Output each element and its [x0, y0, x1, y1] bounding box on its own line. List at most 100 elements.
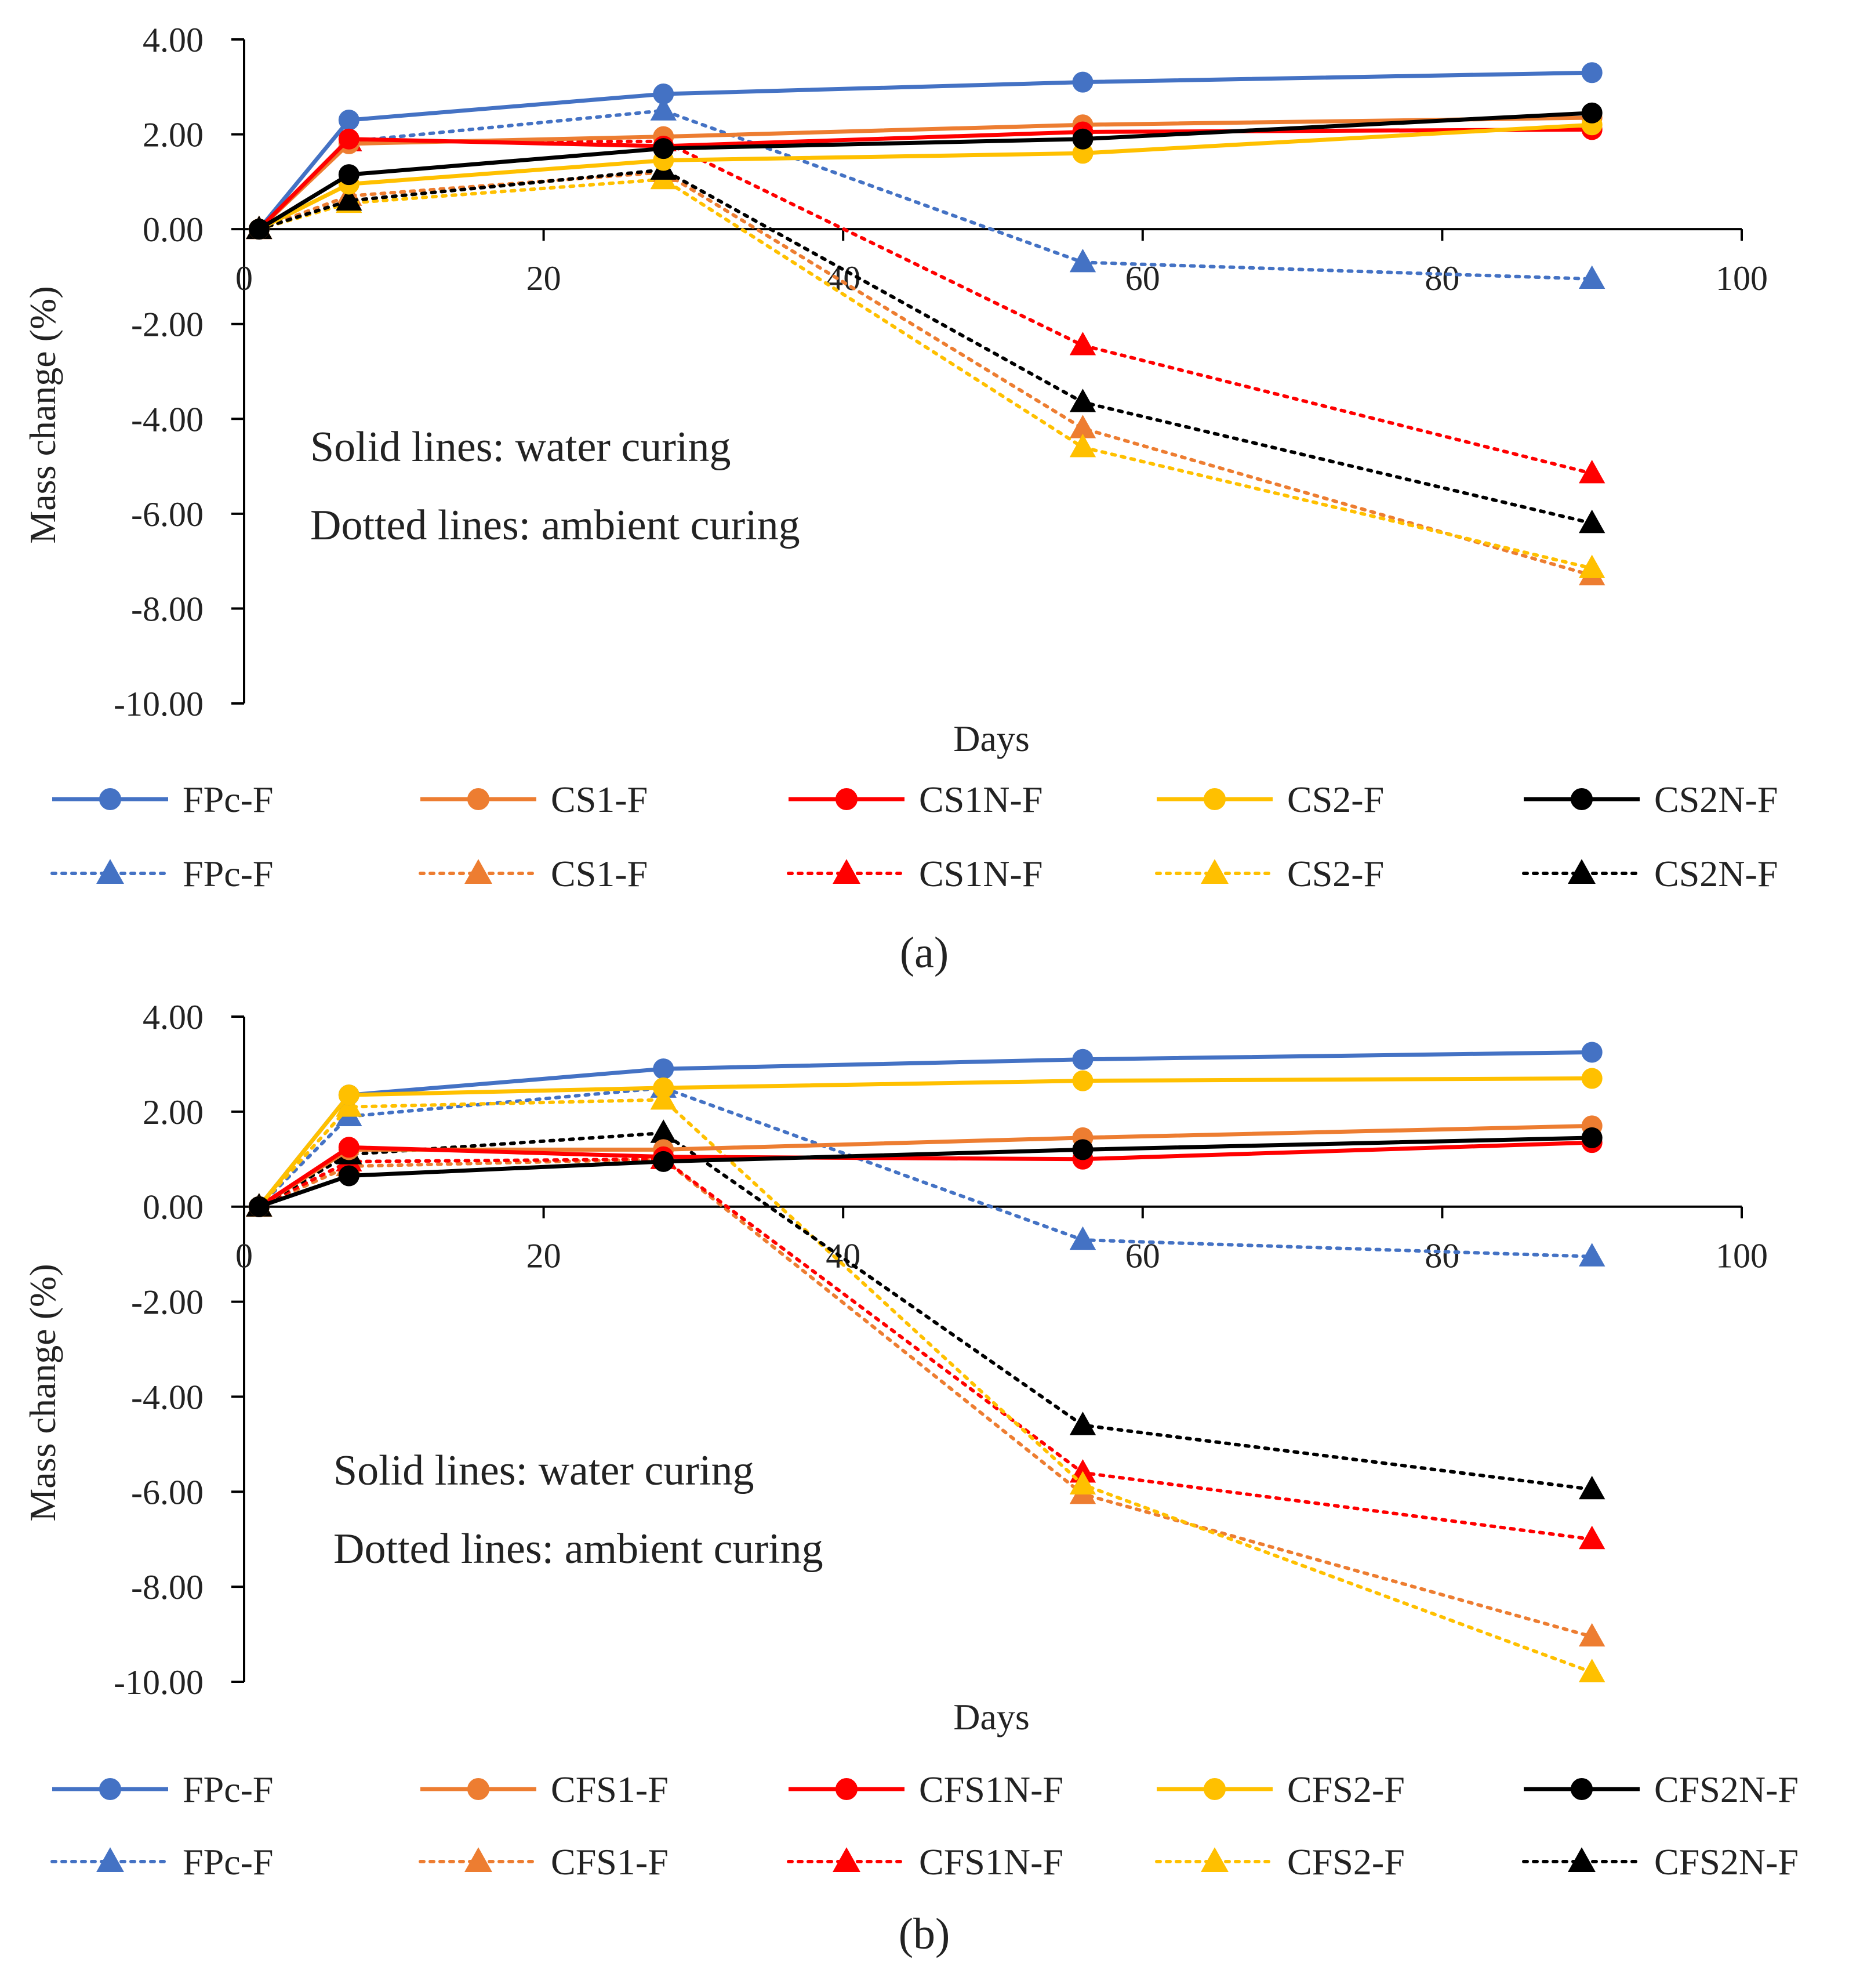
legend-cfs1n-f-water-marker — [835, 1778, 858, 1800]
legend-cfs1n-f-ambient-label: CFS1N-F — [919, 1841, 1063, 1882]
y-tick-label: -8.00 — [131, 590, 204, 628]
x-tick-label: 80 — [1425, 259, 1459, 298]
x-tick-label: 20 — [526, 259, 561, 298]
legend-cs1-f-ambient-label: CS1-F — [551, 853, 648, 894]
legend-cs1n-f-ambient-label: CS1N-F — [919, 853, 1042, 894]
legend-fpc-f-water-marker — [99, 1778, 121, 1800]
series-fpc-f-ambient-marker — [1579, 265, 1605, 289]
series-cs2n-f-water-marker — [338, 164, 359, 186]
legend-cs2-f-ambient-marker — [1201, 859, 1229, 884]
y-tick-label: 0.00 — [143, 211, 204, 249]
series-fpc-f-water-marker — [1581, 62, 1603, 84]
x-tick-label: 40 — [826, 259, 860, 298]
series-cfs1-f-ambient-marker — [1579, 1623, 1605, 1647]
legend-cfs2-f-ambient-marker — [1201, 1847, 1229, 1872]
annotation-text: Dotted lines: ambient curing — [333, 1525, 823, 1573]
chart-panel-b: 4.00 2.00 0.00 -2.00 -4.00 -6.00 -8.00 -10.00 0 2… — [22, 998, 1799, 1958]
y-tick-label: -2.00 — [131, 1283, 204, 1322]
series-cfs2n-f-water-marker — [653, 1151, 674, 1172]
legend-cs1n-f-ambient-marker — [833, 859, 860, 884]
series-cs2-f-ambient-marker — [1579, 554, 1605, 578]
x-tick-label: 100 — [1716, 259, 1768, 298]
legend-cs2-f-water-marker — [1204, 788, 1226, 810]
series-fpc-f-ambient-marker — [1579, 1243, 1605, 1267]
x-axis-title: Days — [953, 718, 1030, 759]
series-fpc-f-water-marker — [653, 1058, 674, 1080]
series-cfs2-f-ambient-marker — [1069, 1471, 1096, 1495]
legend-cs2n-f-ambient-label: CS2N-F — [1654, 853, 1778, 894]
series-cfs2-f-water-marker — [653, 1077, 674, 1098]
legend-cs2n-f-water-label: CS2N-F — [1654, 779, 1778, 820]
series-fpc-f-water-marker — [1072, 1049, 1094, 1070]
x-tick-label: 100 — [1716, 1237, 1768, 1275]
legend-cs1-f-ambient-marker — [464, 859, 492, 884]
series-cs1n-f-ambient-marker — [1069, 332, 1096, 355]
series-fpc-f-ambient-marker — [1069, 1226, 1096, 1250]
x-tick-label: 0 — [235, 1237, 253, 1275]
series-cs1n-f-ambient-marker — [1579, 459, 1605, 484]
series-fpc-f-ambient-marker — [650, 97, 677, 121]
legend-cfs1n-f-ambient-marker — [833, 1847, 860, 1872]
series-fpc-f-water-marker — [653, 84, 674, 105]
series-cfs2n-f-ambient-marker — [1579, 1475, 1605, 1500]
y-tick-label: 2.00 — [143, 116, 204, 154]
series-cs2-f-ambient-marker — [1069, 433, 1096, 458]
y-tick-label: -6.00 — [131, 1473, 204, 1511]
legend-cfs1n-f-water-label: CFS1N-F — [919, 1769, 1063, 1810]
legend-cfs2-f-water-label: CFS2-F — [1287, 1769, 1405, 1810]
series-cs1n-f-water-marker — [338, 128, 359, 150]
legend-cfs1-f-ambient-label: CFS1-F — [551, 1841, 669, 1882]
legend-cs1n-f-water-marker — [835, 788, 858, 810]
series-cfs2n-f-water-marker — [248, 1196, 270, 1217]
series-cfs2-f-ambient-line — [257, 1098, 1594, 1674]
annotation-text: Solid lines: water curing — [310, 423, 731, 471]
legend-cs2-f-water-label: CS2-F — [1287, 779, 1384, 820]
y-tick-label: -4.00 — [131, 1378, 204, 1416]
legend-cfs2n-f-ambient-label: CFS2N-F — [1654, 1841, 1799, 1882]
series-cs1-f-ambient-line — [257, 170, 1594, 578]
series-cs2n-f-ambient-marker — [1069, 389, 1096, 412]
y-tick-label: 2.00 — [143, 1093, 204, 1131]
series-cs2n-f-ambient-marker — [1579, 509, 1605, 534]
legend-cfs1-f-water-label: CFS1-F — [551, 1769, 669, 1810]
legend-fpc-f-water-label: FPc-F — [183, 779, 274, 820]
series-fpc-f-ambient-marker — [1069, 248, 1096, 273]
annotation-text: Solid lines: water curing — [333, 1447, 754, 1494]
legend-fpc-f-water-label: FPc-F — [183, 1769, 274, 1810]
series-cs1-f-ambient-marker — [1069, 415, 1096, 438]
series-cs2n-f-water-marker — [1072, 128, 1094, 150]
series-cs2n-f-ambient-marker — [336, 187, 362, 211]
legend-fpc-f-ambient-label: FPc-F — [183, 1841, 274, 1882]
y-tick-label: 4.00 — [143, 21, 204, 59]
y-tick-label: 4.00 — [143, 998, 204, 1036]
series-cfs2n-f-ambient-marker — [1069, 1412, 1096, 1435]
legend-fpc-f-water-marker — [99, 788, 121, 810]
series-cs2n-f-water-marker — [248, 219, 270, 240]
legend-fpc-f-ambient-label: FPc-F — [183, 853, 274, 894]
series-cfs1n-f-water-marker — [338, 1137, 359, 1158]
x-tick-label: 0 — [235, 259, 253, 298]
series-cfs2-f-water-marker — [1581, 1068, 1603, 1089]
legend-cs2-f-ambient-label: CS2-F — [1287, 853, 1384, 894]
x-tick-label: 20 — [526, 1237, 561, 1275]
series-cfs2n-f-water-marker — [1072, 1139, 1094, 1160]
legend-cfs2n-f-water-marker — [1571, 1778, 1593, 1800]
y-tick-label: -10.00 — [114, 1663, 204, 1702]
series-cs2n-f-water-marker — [1581, 102, 1603, 124]
y-tick-label: -10.00 — [114, 685, 204, 723]
legend-cfs2n-f-ambient-marker — [1568, 1847, 1596, 1872]
y-tick-label: -2.00 — [131, 306, 204, 344]
series-cs2n-f-water-marker — [653, 138, 674, 159]
legend-cs1-f-water-marker — [467, 788, 489, 810]
series-cfs2-f-ambient-marker — [1579, 1659, 1605, 1682]
y-tick-label: -8.00 — [131, 1568, 204, 1606]
figure-caption: (a) — [900, 928, 949, 977]
annotation-text: Dotted lines: ambient curing — [310, 502, 800, 549]
figure-caption: (b) — [899, 1910, 950, 1958]
legend-cs2n-f-ambient-marker — [1568, 859, 1596, 884]
series-cfs2-f-water-marker — [338, 1084, 359, 1106]
series-cfs2n-f-water-marker — [338, 1165, 359, 1187]
series-fpc-f-water-marker — [1581, 1042, 1603, 1063]
legend-cfs2-f-water-marker — [1204, 1778, 1226, 1800]
y-tick-label: -4.00 — [131, 400, 204, 438]
